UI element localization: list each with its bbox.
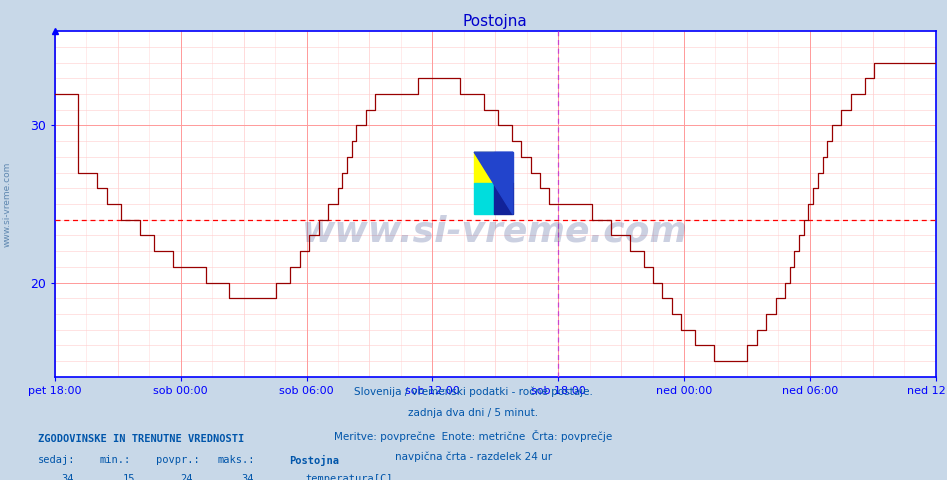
Text: www.si-vreme.com: www.si-vreme.com xyxy=(302,215,688,249)
Text: www.si-vreme.com: www.si-vreme.com xyxy=(3,161,12,247)
Text: Postojna: Postojna xyxy=(289,455,339,466)
Text: povpr.:: povpr.: xyxy=(156,455,200,465)
Text: 34: 34 xyxy=(62,474,74,480)
Text: maks.:: maks.: xyxy=(218,455,256,465)
Bar xyxy=(474,152,493,183)
Text: Slovenija / vremenski podatki - ročne postaje.: Slovenija / vremenski podatki - ročne po… xyxy=(354,386,593,397)
Text: sedaj:: sedaj: xyxy=(38,455,76,465)
Text: 24: 24 xyxy=(180,474,192,480)
Title: Postojna: Postojna xyxy=(463,13,527,29)
Bar xyxy=(493,152,513,183)
Polygon shape xyxy=(474,152,513,215)
Bar xyxy=(474,183,493,215)
Text: navpična črta - razdelek 24 ur: navpična črta - razdelek 24 ur xyxy=(395,451,552,462)
Text: 15: 15 xyxy=(123,474,135,480)
Text: 34: 34 xyxy=(241,474,254,480)
Text: min.:: min.: xyxy=(99,455,131,465)
Text: Meritve: povprečne  Enote: metrične  Črta: povprečje: Meritve: povprečne Enote: metrične Črta:… xyxy=(334,430,613,442)
Text: temperatura[C]: temperatura[C] xyxy=(305,474,392,480)
Bar xyxy=(493,183,513,215)
Text: ZGODOVINSKE IN TRENUTNE VREDNOSTI: ZGODOVINSKE IN TRENUTNE VREDNOSTI xyxy=(38,434,244,444)
Text: zadnja dva dni / 5 minut.: zadnja dva dni / 5 minut. xyxy=(408,408,539,418)
